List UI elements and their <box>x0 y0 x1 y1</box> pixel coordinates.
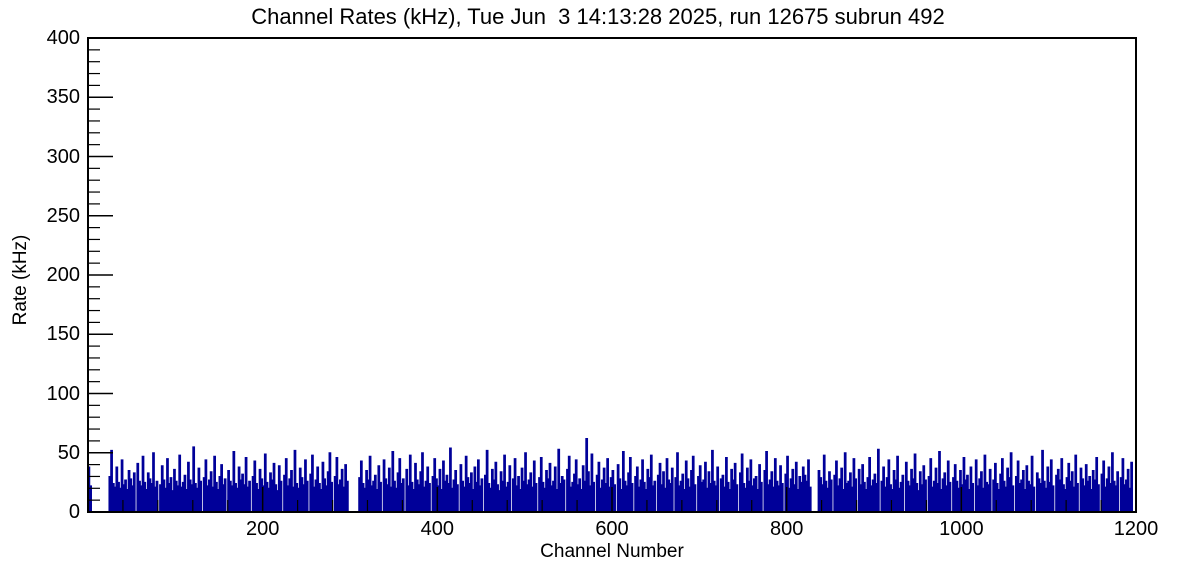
y-tick-label: 400 <box>46 27 80 49</box>
plot-frame <box>87 37 1137 513</box>
x-tick-label: 600 <box>595 518 629 540</box>
x-tick-label: 200 <box>245 518 280 540</box>
y-tick-label: 200 <box>46 264 80 286</box>
y-tick-label: 350 <box>46 86 80 109</box>
x-axis-title: Channel Number <box>540 541 684 562</box>
y-tick-label: 150 <box>46 323 80 346</box>
x-tick-label: 400 <box>420 518 455 540</box>
chart-title: Channel Rates (kHz), Tue Jun 3 14:13:28 … <box>251 4 945 29</box>
axis-ticks <box>88 37 1137 513</box>
x-tick-label: 800 <box>769 518 804 540</box>
x-tick-label: 1200 <box>1113 518 1159 540</box>
y-axis-title: Rate (kHz) <box>10 234 31 326</box>
y-tick-label: 0 <box>68 501 80 523</box>
y-tick-label: 300 <box>46 145 80 168</box>
y-tick-label: 250 <box>46 204 80 227</box>
y-tick-label: 50 <box>57 441 80 464</box>
x-tick-label: 1000 <box>939 518 984 540</box>
y-tick-label: 100 <box>46 382 80 405</box>
